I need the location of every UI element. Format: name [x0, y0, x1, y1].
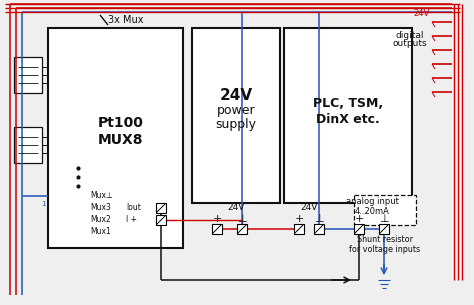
Text: 4..20mA: 4..20mA [355, 207, 390, 217]
Bar [14, 57, 42, 93]
Bar [156, 215, 166, 225]
Text: Iout: Iout [126, 203, 141, 213]
Text: 24V: 24V [219, 88, 253, 103]
Bar [314, 224, 324, 234]
Bar [156, 203, 166, 213]
Text: I +: I + [126, 216, 137, 224]
Bar [284, 28, 412, 203]
Text: 24V: 24V [228, 203, 245, 213]
Text: ⊥: ⊥ [379, 214, 389, 224]
Text: ⊥: ⊥ [314, 214, 324, 224]
Text: Mux⊥: Mux⊥ [90, 192, 113, 200]
Text: MUX8: MUX8 [98, 133, 143, 147]
Text: 3x Mux: 3x Mux [108, 15, 144, 25]
Text: PLC, TSM,: PLC, TSM, [313, 97, 383, 110]
Text: Pt100: Pt100 [98, 116, 144, 130]
Text: digital: digital [396, 30, 424, 40]
Text: power: power [217, 104, 255, 117]
Text: for voltage inputs: for voltage inputs [349, 245, 420, 253]
Text: 24V: 24V [301, 203, 318, 213]
Text: +: + [294, 214, 304, 224]
Bar [237, 224, 247, 234]
Bar [379, 224, 389, 234]
Bar [354, 195, 416, 225]
Text: Mux2: Mux2 [90, 216, 111, 224]
Text: Mux1: Mux1 [90, 228, 111, 236]
Text: +: + [354, 214, 364, 224]
Bar [192, 28, 280, 203]
Text: Mux3: Mux3 [90, 203, 111, 213]
Text: +: + [212, 214, 222, 224]
Text: 1: 1 [41, 201, 45, 207]
Bar [212, 224, 222, 234]
Bar [354, 224, 364, 234]
Text: ⊥: ⊥ [237, 214, 247, 224]
Text: DinX etc.: DinX etc. [316, 113, 380, 126]
Bar [14, 127, 42, 163]
Bar [294, 224, 304, 234]
Bar [48, 28, 183, 248]
Text: supply: supply [216, 118, 256, 131]
Text: analog input: analog input [346, 198, 399, 206]
Text: 24V: 24V [414, 9, 430, 19]
Text: outputs: outputs [392, 40, 428, 48]
Text: Shunt resistor: Shunt resistor [357, 235, 413, 243]
